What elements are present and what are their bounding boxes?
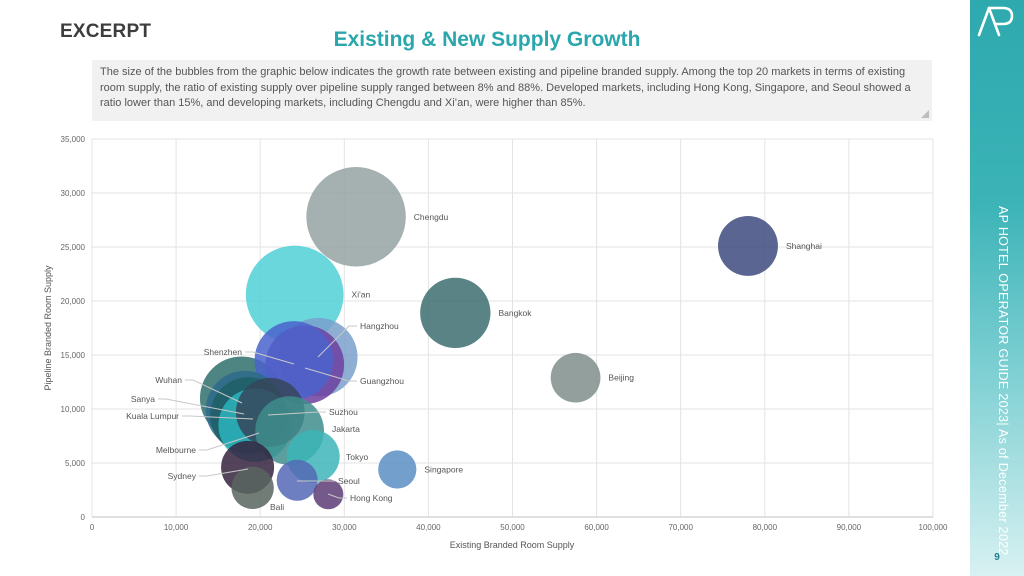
x-tick-label: 40,000 bbox=[416, 523, 441, 532]
y-tick-label: 30,000 bbox=[61, 189, 86, 198]
bubble-beijing bbox=[550, 352, 601, 403]
leader-line-suzhou bbox=[267, 411, 326, 416]
description-text: The size of the bubbles from the graphic… bbox=[100, 66, 911, 110]
bubble-label-bangkok: Bangkok bbox=[498, 308, 532, 318]
y-tick-label: 5,000 bbox=[65, 459, 86, 468]
x-tick-label: 80,000 bbox=[753, 523, 778, 532]
leader-line-wuhan bbox=[185, 379, 243, 404]
bubble-label-melbourne: Melbourne bbox=[156, 445, 196, 455]
ap-logo-icon bbox=[977, 6, 1014, 37]
page-number: 9 bbox=[994, 552, 1000, 563]
bubble-shanghai bbox=[717, 215, 778, 276]
bubble-label-bali: Bali bbox=[270, 502, 284, 512]
bubble-label-suzhou: Suzhou bbox=[329, 407, 358, 417]
bubble-label-wuhan: Wuhan bbox=[155, 375, 182, 385]
bubble-seoul bbox=[276, 459, 318, 501]
y-axis-title: Pipeline Branded Room Supply bbox=[43, 265, 53, 391]
x-tick-label: 20,000 bbox=[248, 523, 273, 532]
x-tick-label: 30,000 bbox=[332, 523, 357, 532]
bubble-label-guangzhou: Guangzhou bbox=[360, 376, 404, 386]
bubble-label-sydney: Sydney bbox=[168, 471, 197, 481]
bubble-label-kuala-lumpur: Kuala Lumpur bbox=[126, 411, 179, 421]
bubble-label-hangzhou: Hangzhou bbox=[360, 321, 399, 331]
x-tick-label: 90,000 bbox=[837, 523, 862, 532]
sidebar: AP HOTEL OPERATOR GUIDE 2023| As of Dece… bbox=[970, 0, 1024, 576]
bubble-label-beijing: Beijing bbox=[608, 373, 634, 383]
leader-line-kuala-lumpur bbox=[182, 415, 254, 420]
chart-grid bbox=[91, 138, 934, 518]
bubble-bangkok bbox=[420, 277, 491, 349]
y-tick-label: 20,000 bbox=[61, 297, 86, 306]
chart-bubbles bbox=[199, 167, 778, 510]
bubble-label-shanghai: Shanghai bbox=[786, 241, 822, 251]
bubble-label-jakarta: Jakarta bbox=[332, 424, 360, 434]
bubble-singapore bbox=[378, 450, 417, 489]
bubble-label-hong-kong: Hong Kong bbox=[350, 493, 393, 503]
y-tick-label: 0 bbox=[81, 513, 86, 522]
bubble-label-sanya: Sanya bbox=[131, 394, 155, 404]
excerpt-label: EXCERPT bbox=[60, 21, 152, 42]
leader-line-sanya bbox=[158, 398, 245, 415]
leader-line-hangzhou bbox=[317, 325, 357, 358]
y-tick-label: 10,000 bbox=[61, 405, 86, 414]
page-title-wrap: Existing & New Supply Growth bbox=[0, 28, 994, 52]
bubble-label-xi-an: Xi'an bbox=[352, 290, 371, 300]
x-tick-label: 100,000 bbox=[919, 523, 948, 532]
bubble-label-tokyo: Tokyo bbox=[346, 452, 368, 462]
chart-ticks: 0 10,000 20,000 30,000 40,000 50,000 60,000 70,… bbox=[61, 135, 948, 532]
x-tick-label: 60,000 bbox=[584, 523, 609, 532]
leader-line-melbourne bbox=[199, 432, 260, 451]
leader-line-shenzhen bbox=[245, 351, 295, 365]
x-tick-label: 70,000 bbox=[668, 523, 693, 532]
guide-title-vertical: AP HOTEL OPERATOR GUIDE 2023| As of Dece… bbox=[996, 206, 1010, 556]
leader-line-hong-kong bbox=[327, 493, 347, 499]
y-tick-label: 35,000 bbox=[61, 135, 86, 144]
x-tick-label: 0 bbox=[90, 523, 95, 532]
description-box: The size of the bubbles from the graphic… bbox=[92, 60, 932, 121]
x-tick-label: 50,000 bbox=[500, 523, 525, 532]
bubble-bali bbox=[231, 466, 274, 510]
chart-bubble-labels: Chengdu Xi'an Shanghai Bangkok Beijing Hangzh… bbox=[126, 212, 822, 512]
x-tick-label: 10,000 bbox=[164, 523, 189, 532]
bubble-label-shenzhen: Shenzhen bbox=[204, 347, 243, 357]
bubble-label-chengdu: Chengdu bbox=[414, 212, 449, 222]
bubble-label-seoul: Seoul bbox=[338, 476, 360, 486]
chart-leader-lines bbox=[158, 325, 357, 499]
y-tick-label: 25,000 bbox=[61, 243, 86, 252]
x-axis-title: Existing Branded Room Supply bbox=[450, 540, 575, 550]
y-tick-label: 15,000 bbox=[61, 351, 86, 360]
page-fold-icon bbox=[921, 110, 929, 118]
leader-line-sydney bbox=[199, 468, 249, 477]
leader-line-guangzhou bbox=[304, 367, 357, 382]
bubble-chengdu bbox=[306, 167, 406, 267]
page-title: Existing & New Supply Growth bbox=[333, 28, 641, 51]
bubble-label-singapore: Singapore bbox=[424, 464, 463, 474]
